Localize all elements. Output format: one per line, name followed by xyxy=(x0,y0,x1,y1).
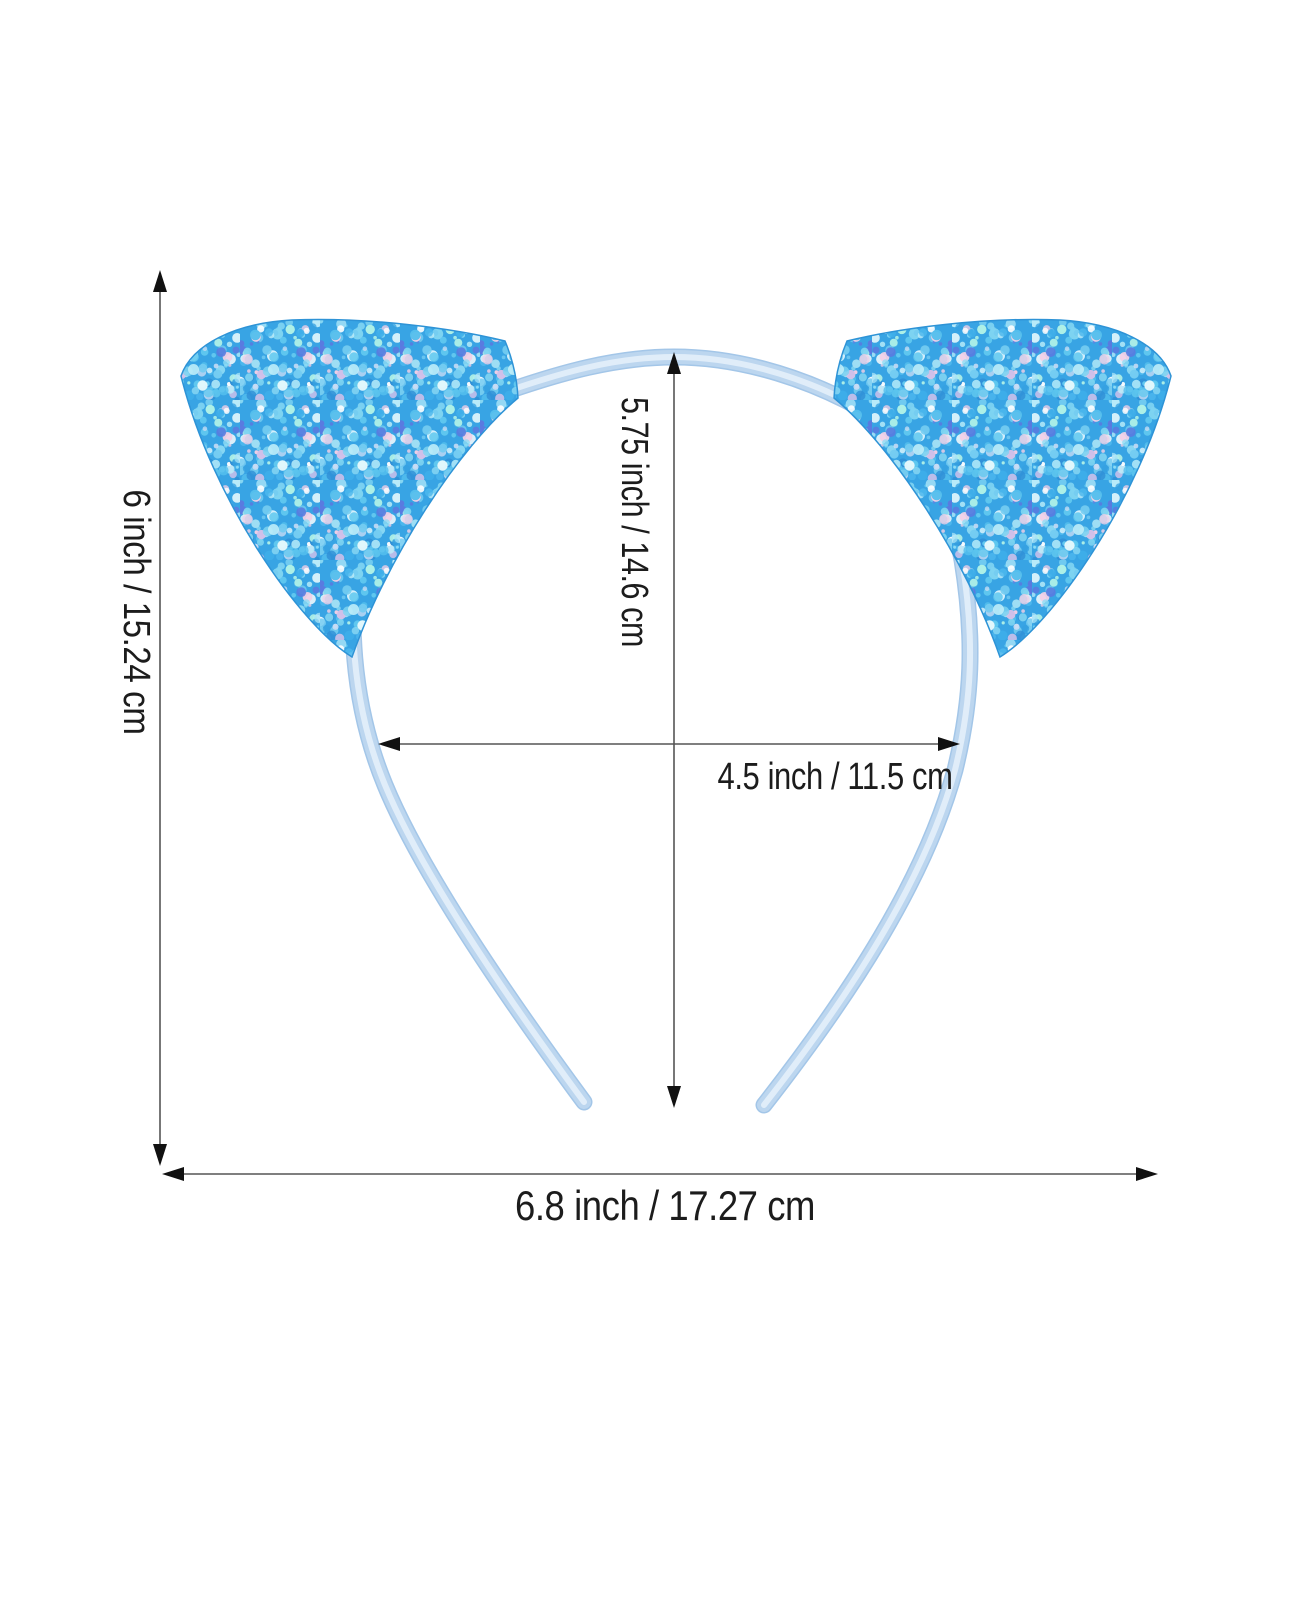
arrow-left-icon xyxy=(378,737,400,751)
overall-height-dimension: 6 inch / 15.24 cm xyxy=(115,270,167,1166)
overall-height-label: 6 inch / 15.24 cm xyxy=(115,490,157,735)
arrow-down-icon xyxy=(667,1086,681,1108)
right-ear-glitter xyxy=(833,318,1172,659)
arrow-up-icon xyxy=(667,352,681,374)
arrow-right-icon xyxy=(1136,1167,1158,1181)
inner-width-label: 4.5 inch / 11.5 cm xyxy=(718,756,953,798)
overall-width-dimension: 6.8 inch / 17.27 cm xyxy=(162,1167,1158,1229)
inner-width-dimension: 4.5 inch / 11.5 cm xyxy=(378,737,960,798)
arrow-left-icon xyxy=(162,1167,184,1181)
left-ear-glitter xyxy=(180,318,519,659)
band-height-dimension: 5.75 inch / 14.6 cm xyxy=(613,352,681,1108)
overall-width-label: 6.8 inch / 17.27 cm xyxy=(515,1182,815,1229)
arrow-up-icon xyxy=(153,270,167,292)
arrow-down-icon xyxy=(153,1144,167,1166)
arrow-right-icon xyxy=(938,737,960,751)
headband xyxy=(180,318,1172,1114)
band-height-label: 5.75 inch / 14.6 cm xyxy=(613,397,655,647)
